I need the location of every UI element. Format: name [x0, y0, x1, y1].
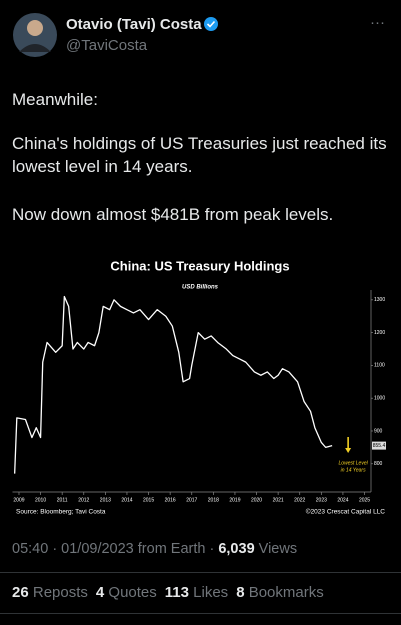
- x-tick-label: 2022: [294, 497, 305, 503]
- chart-copyright: ©2023 Crescat Capital LLC: [306, 508, 386, 516]
- view-count: 6,039: [218, 541, 255, 557]
- y-tick-label: 800: [374, 461, 383, 467]
- views-label: Views: [258, 541, 298, 557]
- header-graphics: [13, 13, 218, 57]
- stat[interactable]: 26 Reposts: [12, 584, 88, 601]
- chart-subtitle: USD Billions: [182, 285, 219, 291]
- end-value-box: [372, 441, 386, 450]
- x-tick-label: 2010: [35, 497, 46, 503]
- x-tick-label: 2024: [337, 497, 348, 503]
- x-tick-label: 2019: [229, 497, 240, 503]
- y-tick-label: 900: [374, 428, 383, 434]
- stats-row: 26 Reposts 4 Quotes 113 Likes 8 Bookmarks: [12, 584, 332, 601]
- stat-count: 4: [95, 584, 105, 601]
- x-tick-label: 2021: [273, 497, 284, 503]
- x-tick-label: 2011: [57, 497, 68, 503]
- y-tick-label: 1000: [374, 396, 385, 402]
- annotation: in 14 Years: [341, 467, 366, 473]
- divider: [0, 572, 401, 573]
- x-tick-label: 2023: [316, 497, 327, 503]
- author-handle[interactable]: @TaviCosta: [66, 37, 148, 54]
- data-line: [14, 295, 333, 474]
- tweet-text: Meanwhile:: [12, 90, 98, 109]
- y-tick-label: 1100: [374, 363, 385, 369]
- stat-label: Likes: [193, 584, 229, 601]
- y-tick-label: 1300: [374, 297, 385, 303]
- y-tick-label: 1200: [374, 330, 385, 336]
- chart-title: China: US Treasury Holdings: [110, 258, 289, 273]
- stat[interactable]: 4 Quotes: [96, 584, 157, 601]
- x-tick-label: 2025: [359, 497, 370, 503]
- timestamp[interactable]: 05:40 · 01/09/2023 from Earth ·: [12, 541, 219, 557]
- end-value-label: 855.4: [373, 443, 386, 449]
- author-name[interactable]: Otavio (Tavi) Costa: [66, 16, 202, 33]
- x-tick-label: 2017: [186, 497, 197, 503]
- stat-count: 26: [12, 584, 29, 601]
- x-tick-label: 2014: [121, 497, 132, 503]
- tweet-text: China's holdings of US Treasuries just r…: [12, 134, 387, 176]
- avatar-face: [27, 20, 43, 36]
- annotation: Lowest Level: [339, 460, 369, 466]
- chart-source: Source: Bloomberg; Tavi Costa: [16, 509, 106, 516]
- more-menu[interactable]: ···: [370, 14, 385, 31]
- stat-label: Reposts: [32, 584, 88, 601]
- avatar-body: [19, 44, 51, 52]
- annotation-arrowhead: [345, 448, 352, 453]
- stat[interactable]: 8 Bookmarks: [236, 584, 324, 601]
- stat-count: 8: [236, 584, 245, 601]
- x-tick-label: 2018: [208, 497, 219, 503]
- tweet-text: Now down almost $481B from peak levels.: [12, 205, 334, 224]
- verified-check: [206, 20, 216, 28]
- x-tick-label: 2012: [78, 497, 89, 503]
- x-tick-label: 2009: [13, 497, 24, 503]
- x-tick-label: 2016: [165, 497, 176, 503]
- stat-label: Bookmarks: [248, 584, 324, 601]
- x-tick-label: 2015: [143, 497, 154, 503]
- stat[interactable]: 113 Likes: [165, 584, 228, 601]
- stat-count: 113: [164, 584, 189, 601]
- tweet-meta: 05:40 · 01/09/2023 from Earth · 6,039 Vi…: [12, 541, 297, 557]
- stat-label: Quotes: [108, 584, 157, 601]
- verified-badge: [204, 17, 218, 31]
- x-tick-label: 2013: [100, 497, 111, 503]
- x-tick-label: 2020: [251, 497, 262, 503]
- chart: China: US Treasury Holdings USD Billions…: [12, 258, 386, 516]
- divider: [0, 613, 401, 614]
